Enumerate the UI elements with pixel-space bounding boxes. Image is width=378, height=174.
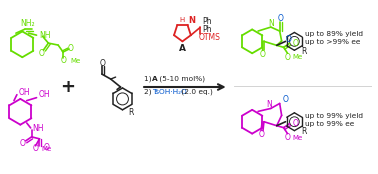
Text: Me: Me — [293, 135, 303, 141]
Text: NH: NH — [39, 31, 51, 40]
Text: Me: Me — [42, 146, 52, 152]
Text: O: O — [33, 144, 39, 153]
Text: O: O — [20, 139, 26, 148]
Text: N: N — [266, 100, 272, 109]
Text: O: O — [60, 56, 66, 65]
Text: A: A — [179, 44, 186, 53]
Text: (5-10 mol%): (5-10 mol%) — [157, 76, 205, 82]
Text: 2): 2) — [144, 89, 154, 95]
Text: O: O — [285, 53, 290, 62]
Text: O: O — [259, 130, 265, 139]
Text: O: O — [260, 50, 266, 59]
Text: O: O — [293, 39, 298, 48]
Text: R: R — [301, 127, 307, 136]
Text: O: O — [100, 59, 106, 68]
Text: H: H — [180, 17, 185, 23]
Text: O: O — [68, 44, 74, 53]
Text: O: O — [285, 35, 291, 45]
Text: N: N — [189, 16, 195, 25]
Text: O: O — [285, 133, 290, 142]
Text: Ph: Ph — [202, 25, 212, 34]
Text: (2.0 eq.): (2.0 eq.) — [180, 89, 213, 95]
Text: R: R — [129, 108, 134, 117]
Text: OH: OH — [39, 90, 50, 99]
Text: O: O — [39, 49, 44, 58]
Text: O: O — [293, 119, 298, 128]
Text: O: O — [283, 95, 288, 104]
Text: OTMS: OTMS — [198, 33, 220, 42]
Text: R: R — [301, 47, 307, 56]
Text: N: N — [268, 19, 274, 28]
Text: OH: OH — [19, 88, 31, 97]
Text: Me: Me — [70, 58, 80, 64]
Text: O: O — [43, 143, 49, 152]
Text: +: + — [60, 78, 75, 96]
Text: up to 89% yield: up to 89% yield — [305, 31, 363, 37]
Text: up to >99% ee: up to >99% ee — [305, 39, 361, 45]
Text: O: O — [278, 14, 284, 23]
Text: A: A — [152, 76, 158, 82]
Text: Me: Me — [293, 54, 303, 60]
Text: Ph: Ph — [202, 17, 212, 26]
Text: 1): 1) — [144, 76, 154, 82]
Text: TsOH·H₂O: TsOH·H₂O — [152, 89, 187, 95]
Text: up to 99% ee: up to 99% ee — [305, 121, 355, 127]
Text: up to 99% yield: up to 99% yield — [305, 113, 363, 119]
Text: NH: NH — [33, 124, 44, 133]
Text: NH₂: NH₂ — [20, 19, 35, 28]
